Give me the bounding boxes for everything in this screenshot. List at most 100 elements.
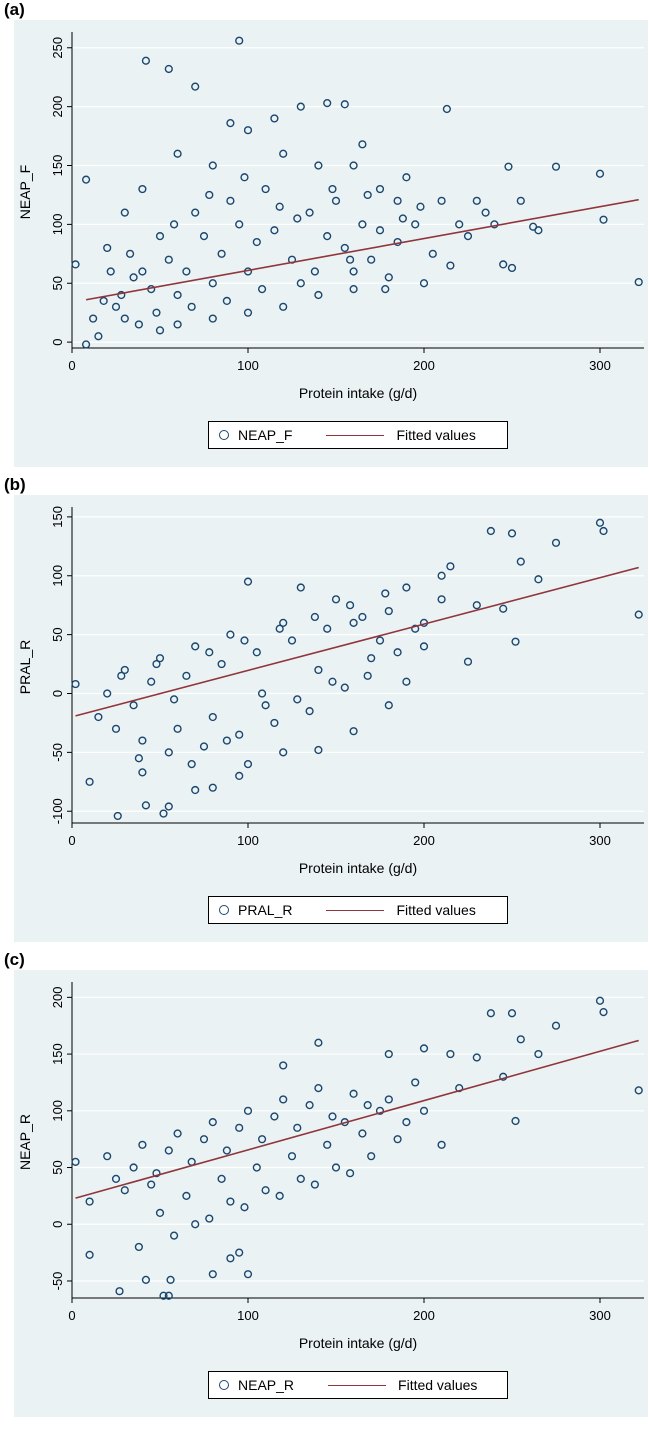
data-point (599, 215, 608, 224)
data-point (275, 202, 284, 211)
data-point (159, 809, 168, 818)
panel-a: (a) 0 50 100 150 200 250 0 100 200 300 Protein int… (0, 0, 649, 470)
data-point (208, 712, 217, 722)
data-point (208, 279, 217, 288)
data-point (270, 226, 279, 235)
data-point (411, 220, 420, 229)
data-point (173, 320, 182, 329)
data-point (323, 1140, 332, 1149)
data-point (314, 161, 323, 170)
data-point (296, 102, 305, 111)
data-point (437, 196, 446, 205)
data-point (345, 255, 355, 264)
scatter-marker-icon (219, 430, 229, 440)
data-point (257, 285, 267, 294)
data-point (363, 1101, 372, 1110)
data-point (516, 196, 525, 205)
data-point (191, 642, 200, 651)
data-point (173, 290, 182, 300)
data-point (279, 1095, 288, 1104)
data-point (279, 149, 288, 158)
data-point (235, 1123, 244, 1132)
data-point (205, 190, 214, 200)
y-tick-label: 100 (50, 214, 65, 236)
plot-area (72, 986, 644, 1298)
data-point (534, 575, 543, 584)
data-point (164, 802, 173, 811)
x-tick-label: 100 (237, 833, 259, 848)
scatter-plot-b: -100 -50 0 50 100 150 0 100 200 300 Protein intake… (17, 506, 644, 876)
y-tick-label: 250 (50, 37, 65, 59)
data-point (419, 1044, 429, 1053)
plot-area (72, 511, 644, 823)
data-point (534, 1049, 543, 1059)
data-point (182, 1191, 191, 1200)
data-point (437, 571, 446, 580)
x-tick-label: 0 (68, 1308, 75, 1323)
data-point (111, 724, 121, 733)
data-point (120, 1186, 129, 1195)
y-tick-label: 50 (50, 276, 65, 290)
data-point (551, 538, 561, 547)
y-axis-title: NEAP_R (17, 1114, 33, 1170)
data-point (120, 665, 129, 675)
scatter-marker-icon (219, 1380, 229, 1390)
scatter-marker-icon (219, 905, 229, 915)
data-point (261, 184, 270, 194)
data-point (243, 308, 253, 317)
data-point (199, 1135, 209, 1144)
data-point (240, 1203, 249, 1212)
data-point (120, 314, 129, 323)
data-point (113, 811, 122, 821)
y-axis-title: NEAP_F (17, 165, 33, 219)
data-point (164, 748, 173, 757)
data-point (94, 332, 103, 341)
data-point (634, 1086, 643, 1095)
data-point (173, 149, 182, 158)
data-point (106, 267, 115, 276)
data-point (169, 1231, 179, 1240)
data-point (551, 162, 561, 171)
data-point (296, 1174, 305, 1183)
data-point (472, 1053, 481, 1062)
data-point (419, 279, 429, 288)
data-point (173, 724, 182, 733)
data-point (226, 630, 235, 639)
data-point (293, 1123, 302, 1132)
data-point (152, 308, 161, 317)
data-point (507, 529, 517, 538)
data-point (340, 100, 349, 109)
data-point (446, 562, 455, 571)
data-point (367, 255, 376, 264)
data-point (384, 1049, 393, 1059)
data-point (375, 184, 385, 194)
data-point (384, 1095, 393, 1104)
data-point (191, 785, 200, 795)
data-point (208, 1118, 217, 1127)
data-point (455, 220, 464, 229)
legend-scatter-label: NEAP_F (238, 427, 293, 443)
data-point (599, 526, 608, 536)
data-point (516, 557, 525, 566)
data-point (375, 1106, 385, 1115)
data-point (235, 730, 244, 739)
data-point (252, 648, 261, 657)
y-tick-label: 0 (50, 690, 65, 697)
data-point (463, 232, 473, 241)
data-point (257, 1135, 267, 1144)
data-point (222, 296, 231, 306)
data-point (111, 1174, 121, 1183)
data-point (270, 1112, 279, 1121)
data-point (481, 208, 490, 217)
data-point (363, 190, 372, 200)
data-point (134, 754, 143, 763)
data-point (103, 243, 112, 253)
data-point (111, 302, 121, 311)
data-point (164, 1146, 173, 1155)
data-point (85, 777, 94, 786)
x-axis-title: Protein intake (g/d) (299, 385, 417, 401)
data-point (328, 184, 337, 194)
data-point (81, 340, 91, 349)
data-point (129, 1163, 138, 1172)
data-point (199, 232, 209, 241)
